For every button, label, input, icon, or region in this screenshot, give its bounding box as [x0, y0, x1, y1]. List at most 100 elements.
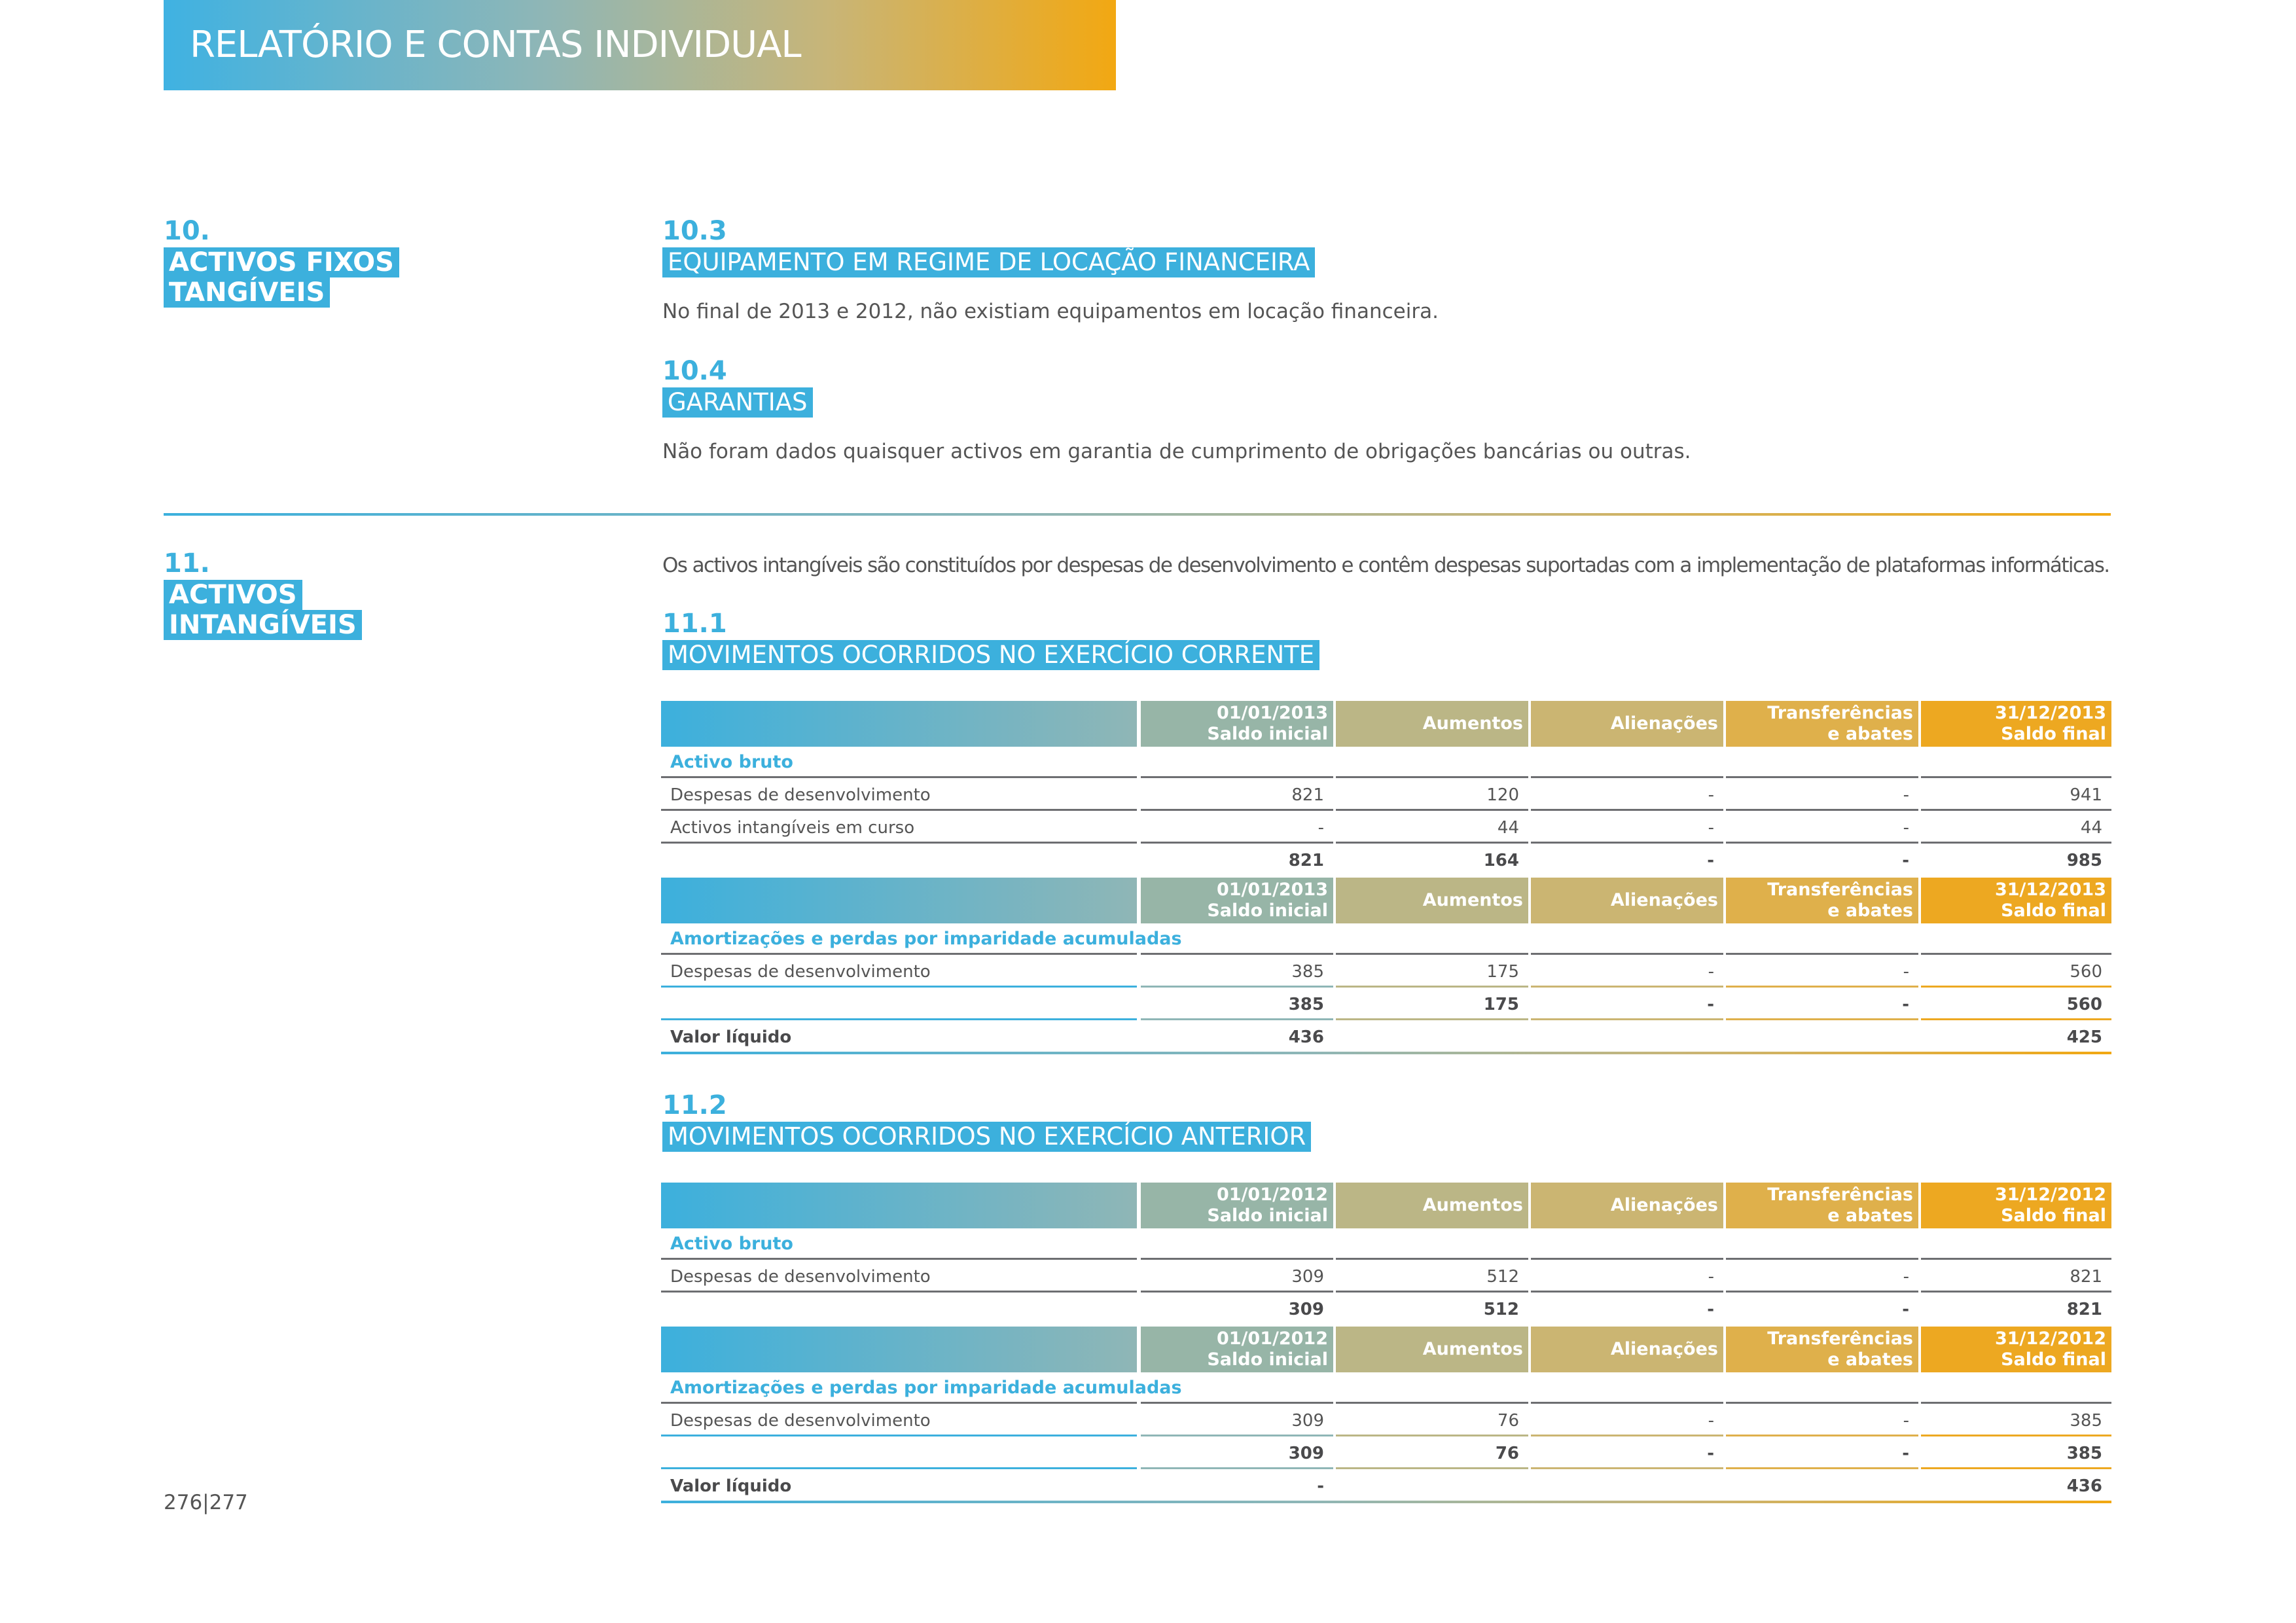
table-cell: 385	[1921, 1405, 2111, 1436]
table-cell: -	[1707, 851, 1714, 870]
table-cell: 385	[1921, 1438, 2111, 1469]
page-numbers: 276|277	[164, 1491, 248, 1514]
table-header-cell: Alienações	[1531, 1327, 1723, 1372]
table-cell: 821	[1141, 779, 1333, 811]
table-cell: 560	[1921, 956, 2111, 988]
table-cell: 175	[1336, 989, 1528, 1020]
table-total-row: 821 164 - - 985	[661, 845, 2111, 878]
header-disposals: Alienações	[1531, 701, 1723, 747]
table-cell	[1921, 923, 2111, 955]
table-cell: -	[1726, 1405, 1918, 1436]
table-cell: 436	[2066, 1476, 2102, 1496]
table-group-row: Amortizações e perdas por imparidade acu…	[661, 923, 2111, 956]
table-cell	[661, 845, 1137, 876]
table-cell: 512	[1336, 1261, 1528, 1293]
table-total-row: 385 175 - - 560	[661, 989, 2111, 1022]
table-cell	[1531, 1228, 1723, 1260]
table-row: Despesas de desenvolvimento 385 175 - - …	[661, 956, 2111, 989]
table-cell: 385	[1141, 956, 1333, 988]
table-row: Despesas de desenvolvimento 821 120 - - …	[661, 779, 2111, 812]
table-header-cell: Aumentos	[1336, 878, 1528, 923]
table-cell: 512	[1483, 1300, 1519, 1319]
subsection-11-2-title-text: MOVIMENTOS OCORRIDOS NO EXERCÍCIO ANTERI…	[662, 1122, 1312, 1152]
table-cell: -	[1902, 851, 1909, 870]
table-header-cell: Transferências e abates	[1726, 1183, 1918, 1228]
table-header-cell: 31/12/2012	[1994, 1185, 2106, 1205]
table-cell	[661, 989, 1137, 1020]
table-net-row: Valor líquido - 436	[661, 1471, 2111, 1503]
table-cell: Valor líquido	[670, 1476, 792, 1496]
table-cell: -	[1726, 956, 1918, 988]
section-11-title: ACTIVOS INTANGÍVEIS	[164, 580, 362, 640]
section-divider	[164, 513, 2111, 516]
table-header-cell	[661, 878, 1137, 923]
table-cell: -	[1531, 1438, 1723, 1469]
table-header-cell: 01/01/2012	[1216, 1185, 1328, 1205]
table-cell: 821	[1921, 1261, 2111, 1293]
table-cell: 821	[2066, 1300, 2102, 1319]
table-header-cell: Alienações	[1610, 890, 1718, 910]
table-cell	[1726, 747, 1918, 778]
table-cell: -	[1531, 956, 1723, 988]
table-cell: -	[1726, 812, 1918, 844]
table-total-row: 309 76 - - 385	[661, 1438, 2111, 1471]
subsection-11-1-title-text: MOVIMENTOS OCORRIDOS NO EXERCÍCIO CORREN…	[662, 640, 1320, 670]
table-header-cell: e abates	[1827, 1205, 1913, 1226]
table-header-cell: e abates	[1827, 901, 1913, 921]
table-cell: -	[1531, 989, 1723, 1020]
table-cell: 164	[1483, 851, 1519, 870]
table-cell: Despesas de desenvolvimento	[661, 956, 1137, 988]
header-closing-balance: 31/12/2013 Saldo final	[1921, 701, 2111, 747]
table-header-cell: Transferências	[1767, 1185, 1913, 1205]
subsection-10-4-text: Não foram dados quaisquer activos em gar…	[662, 440, 1691, 463]
table-header-cell: Transferências	[1767, 1329, 1913, 1349]
table-header-cell: Transferências	[1767, 703, 1913, 723]
table-header-cell: 31/12/2013	[1994, 880, 2106, 900]
table-cell: Activo bruto	[661, 1228, 1137, 1260]
net-row-underline	[661, 1501, 2111, 1503]
header-band: RELATÓRIO E CONTAS INDIVIDUAL	[164, 0, 1116, 90]
table-cell: 120	[1336, 779, 1528, 811]
table-cell	[661, 1438, 1137, 1469]
table-header-cell: 01/01/2013	[1216, 880, 1328, 900]
subsection-10-4-number: 10.4	[662, 356, 727, 386]
table-cell: Despesas de desenvolvimento	[661, 1405, 1137, 1436]
table-header-cell: 01/01/2012	[1216, 1329, 1328, 1349]
table-header-cell: 01/01/2013	[1216, 703, 1328, 723]
table-cell: -	[1726, 1438, 1918, 1469]
table-cell	[1336, 923, 1528, 955]
section-10-title-line2: TANGÍVEIS	[164, 277, 331, 308]
group-label-gross: Activo bruto	[661, 747, 1137, 778]
table-header: 01/01/2012 Saldo inicial Aumentos Alienaç…	[661, 1327, 2111, 1372]
table-header-cell: 01/01/2012 Saldo inicial	[1141, 1327, 1333, 1372]
table-header-cell: Aumentos	[1422, 713, 1523, 734]
table-header-cell: 31/12/2012 Saldo final	[1921, 1327, 2111, 1372]
subsection-11-1-number: 11.1	[662, 609, 727, 639]
table-row: Despesas de desenvolvimento 309 76 - - 3…	[661, 1405, 2111, 1438]
subsection-10-4-title-text: GARANTIAS	[662, 387, 813, 418]
table-cell: 309	[1141, 1261, 1333, 1293]
table-cell	[1531, 1372, 1723, 1404]
subsection-10-3-number: 10.3	[662, 216, 727, 246]
report-title: RELATÓRIO E CONTAS INDIVIDUAL	[190, 24, 802, 66]
table-net-row: Valor líquido 436 425	[661, 1022, 2111, 1054]
table-header-cell: Saldo final	[2001, 901, 2106, 921]
section-11-number: 11.	[164, 548, 210, 579]
net-row-underline	[661, 1052, 2111, 1054]
table-cell: -	[1707, 1300, 1714, 1319]
table-header-cell: Saldo final	[2001, 724, 2106, 744]
table-header-cell: e abates	[1827, 1349, 1913, 1370]
table-header-cell: Transferências e abates	[1726, 1327, 1918, 1372]
table-cell: 821	[1288, 851, 1324, 870]
table-cell: -	[1531, 1405, 1723, 1436]
table-previous-year: 01/01/2012 Saldo inicial Aumentos Alienaç…	[661, 1183, 2111, 1503]
subsection-11-1-title: MOVIMENTOS OCORRIDOS NO EXERCÍCIO CORREN…	[662, 640, 1320, 670]
table-header-cell: 31/12/2013	[1994, 703, 2106, 723]
table-cell: Despesas de desenvolvimento	[661, 1261, 1137, 1293]
table-header-cell: Alienações	[1531, 1183, 1723, 1228]
table-header-cell: Transferências	[1767, 880, 1913, 900]
subsection-10-4-title: GARANTIAS	[662, 387, 813, 418]
table-header-cell: 01/01/2013 Saldo inicial	[1141, 878, 1333, 923]
table-cell: 560	[1921, 989, 2111, 1020]
table-cell: Valor líquido	[670, 1027, 792, 1047]
